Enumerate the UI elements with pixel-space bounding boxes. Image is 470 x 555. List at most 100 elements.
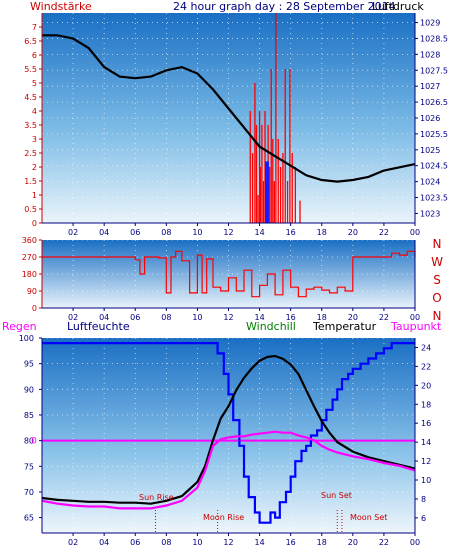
x-tick-label: 08 (161, 538, 171, 547)
y-left-tick-label: 75 (24, 462, 34, 471)
y-right-tick-label: 22 (421, 362, 431, 371)
y-left-tick-label: 80 (24, 437, 34, 446)
dewpoint-label: Taupunkt (390, 320, 442, 333)
x-tick-label: 02 (68, 313, 78, 322)
y-left-tick-label: 1.5 (24, 177, 37, 186)
wind-direction-axes: 0 90 180 270 360 02 04 06 08 10 12 14 16 18 20 22 00 (22, 236, 420, 322)
x-tick-label: 20 (348, 228, 358, 237)
compass-label: W (431, 255, 443, 269)
y-right-tick-label: 1027.5 (420, 66, 448, 75)
x-tick-label: 00 (410, 313, 420, 322)
dewpoint-line (41, 430, 416, 510)
x-tick-label: 08 (161, 228, 171, 237)
x-tick-label: 18 (317, 313, 327, 322)
x-tick-label: 04 (99, 313, 109, 322)
pressure-line (42, 34, 416, 183)
x-tick-label: 14 (254, 538, 264, 547)
wind-direction-line (42, 250, 416, 298)
x-tick-label: 06 (130, 228, 140, 237)
graph-title: 24 hour graph day : 28 September 2014 (173, 0, 396, 13)
y-right-tick-label: 6 (421, 514, 426, 523)
y-left-tick-label: 0.5 (24, 205, 37, 214)
pressure-label: Luftdruck (372, 0, 424, 13)
y-left-tick-label: 85 (24, 411, 34, 420)
sun-rise-label: Sun Rise (139, 493, 174, 502)
compass-label: O (432, 291, 441, 305)
y-left-tick-label: 90 (24, 385, 34, 394)
y-right-tick-label: 1025 (420, 146, 440, 155)
x-tick-label: 04 (99, 538, 109, 547)
y-left-tick-label: 65 (24, 514, 34, 523)
wind-pressure-grid (42, 13, 415, 223)
x-tick-label: 00 (410, 538, 420, 547)
y-right-tick-label: 1027 (420, 82, 440, 91)
compass-label: N (433, 237, 442, 251)
x-tick-label: 16 (286, 313, 296, 322)
y-left-tick-label: 3.5 (24, 121, 37, 130)
wind-speed-label: Windstärke (30, 0, 92, 13)
y-left-tick-label: 2 (32, 163, 37, 172)
rain-value-label: 0 (31, 437, 37, 447)
y-right-tick-label: 12 (421, 457, 431, 466)
y-tick-label: 90 (27, 287, 37, 296)
y-tick-label: 0 (32, 304, 37, 313)
y-right-tick-label: 20 (421, 381, 431, 390)
humidity-line (42, 342, 415, 524)
x-tick-label: 14 (254, 228, 264, 237)
y-right-tick-label: 1023.5 (420, 194, 448, 203)
y-right-tick-label: 24 (421, 343, 431, 352)
wind-speed-bars (249, 13, 301, 223)
y-left-tick-label: 7 (32, 23, 37, 32)
wind-gust-block (265, 161, 270, 223)
y-left-tick-label: 70 (24, 488, 34, 497)
rain-label: Regen (2, 320, 37, 333)
moon-rise-label: Moon Rise (203, 513, 244, 522)
humidity-label: Luftfeuchte (67, 320, 130, 333)
y-right-tick-label: 1025.5 (420, 130, 448, 139)
wind-pressure-axes: 0 0.5 1 1.5 2 2.5 3 3.5 4 4.5 5 5.5 6 6.5 7 1023 1023.5 1… (24, 13, 448, 237)
y-left-tick-label: 95 (24, 360, 34, 369)
x-tick-label: 10 (192, 313, 202, 322)
x-tick-label: 06 (130, 538, 140, 547)
y-left-tick-label: 4 (32, 107, 37, 116)
x-tick-label: 04 (99, 228, 109, 237)
y-right-tick-label: 16 (421, 419, 431, 428)
y-left-tick-label: 0 (32, 219, 37, 228)
y-left-tick-label: 3 (32, 135, 37, 144)
y-right-tick-label: 8 (421, 495, 426, 504)
x-tick-label: 06 (130, 313, 140, 322)
y-right-tick-label: 18 (421, 400, 431, 409)
y-right-tick-label: 1024 (420, 178, 440, 187)
x-tick-label: 12 (223, 538, 233, 547)
y-left-tick-label: 6.5 (24, 37, 37, 46)
y-right-tick-label: 10 (421, 476, 431, 485)
y-left-tick-label: 1 (32, 191, 37, 200)
temperature-line (41, 354, 416, 505)
y-right-tick-label: 1026 (420, 114, 440, 123)
x-tick-label: 16 (286, 538, 296, 547)
x-tick-label: 02 (68, 538, 78, 547)
y-left-tick-label: 4.5 (24, 93, 37, 102)
x-tick-label: 18 (317, 538, 327, 547)
x-tick-label: 12 (223, 313, 233, 322)
sun-set-label: Sun Set (321, 491, 352, 500)
x-tick-label: 20 (348, 313, 358, 322)
y-right-tick-label: 1028 (420, 50, 440, 59)
x-tick-label: 08 (161, 313, 171, 322)
y-left-tick-label: 5 (32, 79, 37, 88)
y-right-tick-label: 14 (421, 438, 431, 447)
y-right-tick-label: 1029 (420, 19, 440, 28)
temperature-label: Temperatur (312, 320, 377, 333)
y-tick-label: 180 (22, 270, 37, 279)
x-tick-label: 14 (254, 313, 264, 322)
x-tick-label: 00 (410, 228, 420, 237)
x-tick-label: 10 (192, 538, 202, 547)
x-tick-label: 22 (379, 538, 389, 547)
x-tick-label: 12 (223, 228, 233, 237)
y-left-tick-label: 5.5 (24, 65, 37, 74)
moon-set-label: Moon Set (350, 513, 387, 522)
x-tick-label: 22 (379, 228, 389, 237)
